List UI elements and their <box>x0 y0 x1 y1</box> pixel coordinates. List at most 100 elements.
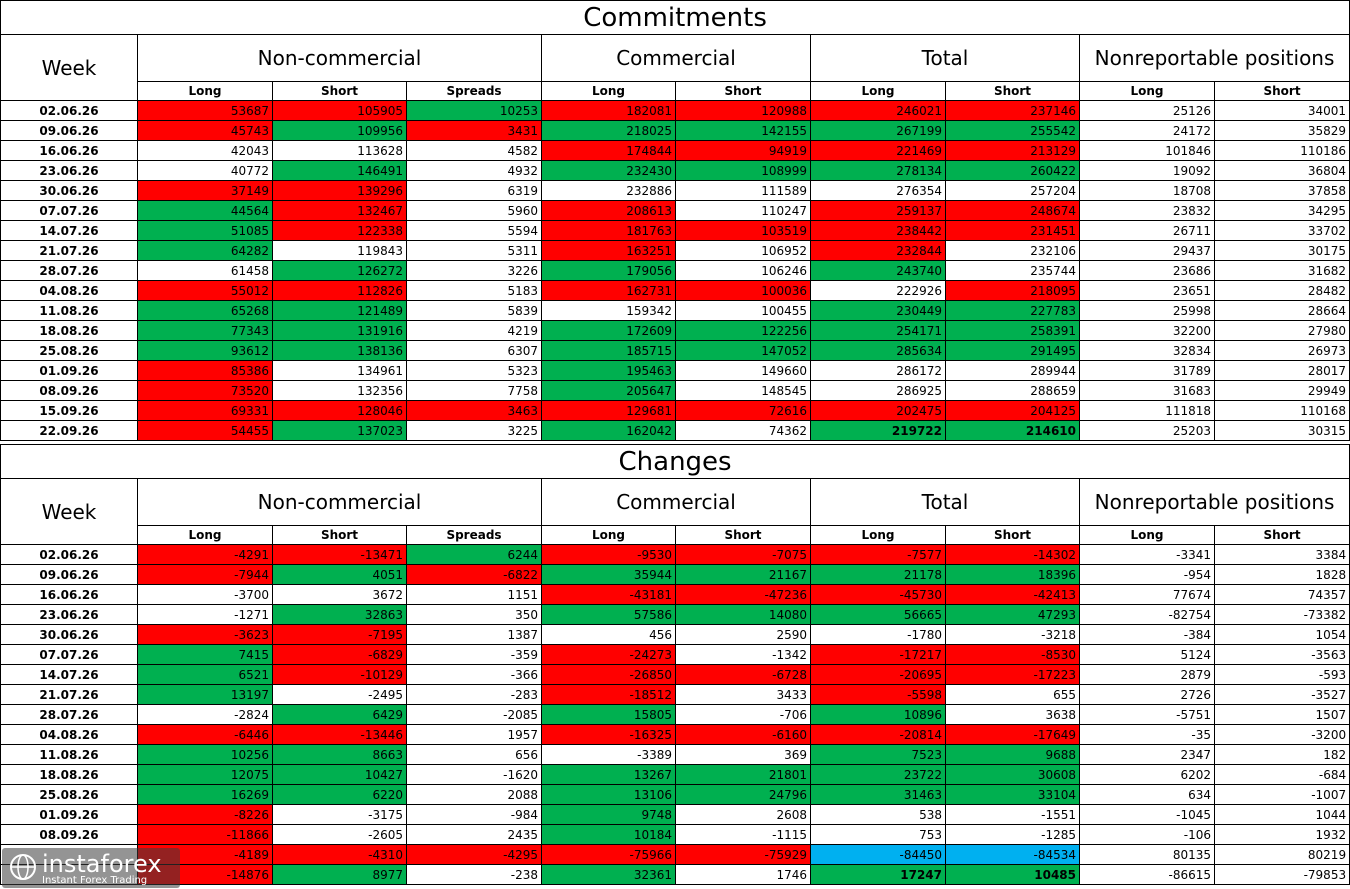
value-cell: 77674 <box>1079 584 1215 605</box>
value-cell: 369 <box>675 744 811 765</box>
value-cell: 1932 <box>1213 824 1350 845</box>
column-header-long: Long <box>810 525 946 545</box>
value-cell: -6160 <box>675 724 811 745</box>
value-cell: -593 <box>1213 664 1350 685</box>
value-cell: -2085 <box>406 704 542 725</box>
value-cell: 5311 <box>406 240 542 261</box>
value-cell: 34001 <box>1213 100 1350 121</box>
value-cell: -1271 <box>137 604 273 625</box>
value-cell: 100036 <box>675 280 811 301</box>
value-cell: 5594 <box>406 220 542 241</box>
value-cell: 122338 <box>272 220 407 241</box>
value-cell: -366 <box>406 664 542 685</box>
value-cell: 243740 <box>810 260 946 281</box>
value-cell: -1285 <box>945 824 1080 845</box>
value-cell: 205647 <box>541 380 676 401</box>
value-cell: 182 <box>1213 744 1350 765</box>
value-cell: 108999 <box>675 160 811 181</box>
value-cell: 1044 <box>1213 804 1350 825</box>
value-cell: -73382 <box>1213 604 1350 625</box>
table-row: 30.06.26 37149 139296 6319 232886 111589 27635… <box>0 180 1350 201</box>
value-cell: 182081 <box>541 100 676 121</box>
table-row: 02.06.26 53687 105905 10253 182081 120988 2460… <box>0 100 1350 121</box>
value-cell: -238 <box>406 864 542 885</box>
value-cell: -7075 <box>675 544 811 565</box>
value-cell: -35 <box>1079 724 1215 745</box>
value-cell: 10896 <box>810 704 946 725</box>
group-nonreportable: Nonreportable positions <box>1078 34 1350 82</box>
value-cell: -106 <box>1079 824 1215 845</box>
value-cell: 32361 <box>541 864 676 885</box>
value-cell: 32200 <box>1079 320 1215 341</box>
value-cell: -3700 <box>137 584 273 605</box>
value-cell: 278134 <box>810 160 946 181</box>
value-cell: 42043 <box>137 140 273 161</box>
value-cell: -75966 <box>541 844 676 865</box>
value-cell: 538 <box>810 804 946 825</box>
value-cell: 18396 <box>945 564 1080 585</box>
week-cell: 23.06.26 <box>0 160 138 181</box>
table-row: 18.08.26 77343 131916 4219 172609 122256 25417… <box>0 320 1350 341</box>
value-cell: 128046 <box>272 400 407 421</box>
value-cell: -24273 <box>541 644 676 665</box>
value-cell: -5751 <box>1079 704 1215 725</box>
table-row: -14876 8977 -238 32361 1746 17247 10485 -86615-… <box>0 864 1350 885</box>
value-cell: 6319 <box>406 180 542 201</box>
value-cell: -47236 <box>675 584 811 605</box>
value-cell: 28482 <box>1213 280 1350 301</box>
table-row: 16.06.26 42043 113628 4582 174844 94919 221469… <box>0 140 1350 161</box>
group-total: Total <box>810 478 1080 526</box>
column-header-long: Long <box>810 81 946 101</box>
value-cell: 138136 <box>272 340 407 361</box>
value-cell: 32863 <box>272 604 407 625</box>
value-cell: 73520 <box>137 380 273 401</box>
value-cell: 159342 <box>541 300 676 321</box>
column-header-short: Short <box>1213 525 1350 545</box>
value-cell: 100455 <box>675 300 811 321</box>
value-cell: 1746 <box>675 864 811 885</box>
value-cell: -984 <box>406 804 542 825</box>
week-cell: 23.06.26 <box>0 604 138 625</box>
value-cell: 111818 <box>1079 400 1215 421</box>
table-row: 07.07.26 44564 132467 5960 208613 110247 25913… <box>0 200 1350 221</box>
column-header-long: Long <box>137 525 273 545</box>
value-cell: 77343 <box>137 320 273 341</box>
value-cell: 13197 <box>137 684 273 705</box>
value-cell: -86615 <box>1079 864 1215 885</box>
value-cell: 112826 <box>272 280 407 301</box>
value-cell: 288659 <box>945 380 1080 401</box>
week-cell: 25.08.26 <box>0 340 138 361</box>
week-cell: 22.09.26 <box>0 420 138 441</box>
changes-table: Changes Week Non-commercial Commercial T… <box>0 444 1350 885</box>
table-row: 28.07.26 61458 126272 3226 179056 106246 24374… <box>0 260 1350 281</box>
value-cell: 1828 <box>1213 564 1350 585</box>
value-cell: 8977 <box>272 864 407 885</box>
value-cell: 1387 <box>406 624 542 645</box>
value-cell: 18708 <box>1079 180 1215 201</box>
table-row: 01.09.26 85386 134961 5323 195463 149660 28617… <box>0 360 1350 381</box>
value-cell: -954 <box>1079 564 1215 585</box>
value-cell: 25203 <box>1079 420 1215 441</box>
value-cell: 57586 <box>541 604 676 625</box>
value-cell: 218095 <box>945 280 1080 301</box>
value-cell: 23832 <box>1079 200 1215 221</box>
value-cell: 28664 <box>1213 300 1350 321</box>
value-cell: -1620 <box>406 764 542 785</box>
value-cell: 26711 <box>1079 220 1215 241</box>
value-cell: 227783 <box>945 300 1080 321</box>
value-cell: 2590 <box>675 624 811 645</box>
value-cell: 54455 <box>137 420 273 441</box>
value-cell: 137023 <box>272 420 407 441</box>
value-cell: -7195 <box>272 624 407 645</box>
value-cell: 64282 <box>137 240 273 261</box>
value-cell: -16325 <box>541 724 676 745</box>
value-cell: 32834 <box>1079 340 1215 361</box>
column-header-spreads: Spreads <box>406 81 542 101</box>
value-cell: 5960 <box>406 200 542 221</box>
value-cell: 2879 <box>1079 664 1215 685</box>
value-cell: -1007 <box>1213 784 1350 805</box>
value-cell: 55012 <box>137 280 273 301</box>
value-cell: 656 <box>406 744 542 765</box>
value-cell: 15805 <box>541 704 676 725</box>
value-cell: 31463 <box>810 784 946 805</box>
